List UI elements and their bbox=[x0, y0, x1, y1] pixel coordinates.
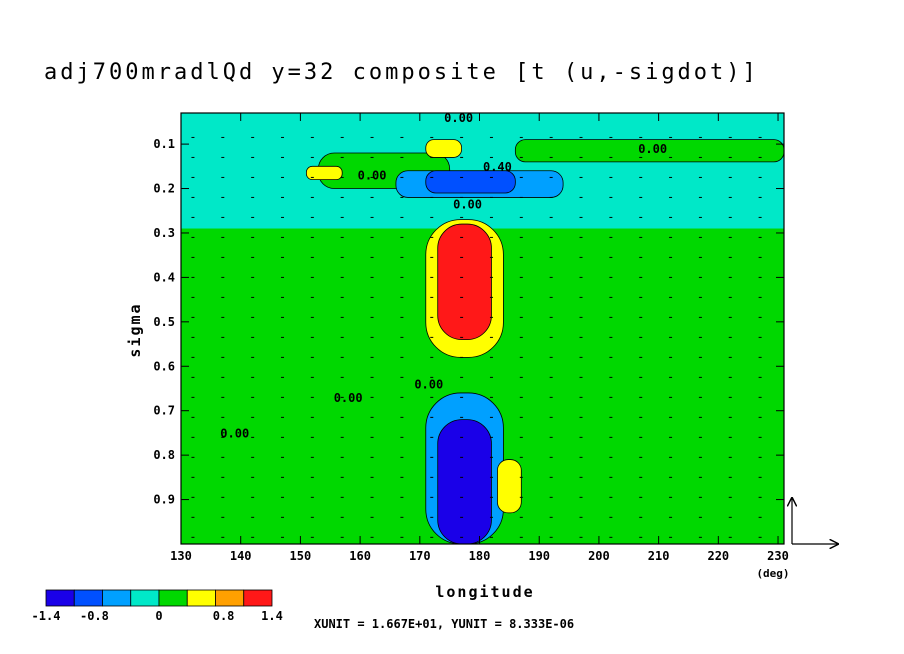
vector-unit-note: XUNIT = 1.667E+01, YUNIT = 8.333E-06 bbox=[314, 617, 575, 631]
contour-label: 0.00 bbox=[414, 377, 443, 391]
colorbar-label: -1.4 bbox=[32, 609, 61, 623]
x-tick-label: 160 bbox=[349, 549, 371, 563]
contour-label: 0.00 bbox=[638, 142, 667, 156]
colorbar-swatch bbox=[73, 589, 103, 607]
x-tick-label: 180 bbox=[469, 549, 491, 563]
x-tick-label: 150 bbox=[290, 549, 312, 563]
contour-label: 0.00 bbox=[358, 169, 387, 183]
x-axis: 130 140 150 160 170 180 190 200 210 220 230 bbox=[170, 113, 789, 563]
contour-label: 0.00 bbox=[444, 111, 473, 125]
y-tick-label: 0.8 bbox=[153, 448, 175, 462]
y-tick-label: 0.9 bbox=[153, 493, 175, 507]
colorbar-label: 0.8 bbox=[213, 609, 235, 623]
field-region bbox=[305, 165, 343, 181]
reference-vector bbox=[792, 498, 838, 544]
x-tick-label: 200 bbox=[588, 549, 610, 563]
colorbar-swatch bbox=[102, 589, 132, 607]
y-tick-label: 0.3 bbox=[153, 226, 175, 240]
colorbar: -1.4 -0.8 0 0.8 1.4 bbox=[32, 589, 283, 623]
contour-labels: 0.00 0.00 0.00 0.40 0.00 0.00 0.00 0.00 bbox=[220, 111, 667, 440]
y-axis-label: sigma bbox=[126, 302, 144, 357]
field-region bbox=[437, 223, 492, 341]
y-tick-label: 0.5 bbox=[153, 315, 175, 329]
field-region bbox=[437, 419, 492, 544]
chart-title: adj700mradlQd y=32 composite [t (u,-sigd… bbox=[44, 60, 759, 85]
shaded-field bbox=[181, 113, 784, 544]
wind-vectors bbox=[191, 136, 762, 538]
colorbar-swatch bbox=[130, 589, 160, 607]
field-region bbox=[425, 139, 463, 158]
plot-frame bbox=[180, 112, 785, 545]
y-tick-label: 0.1 bbox=[153, 137, 175, 151]
x-tick-label: 130 bbox=[170, 549, 192, 563]
colorbar-label: 0 bbox=[155, 609, 162, 623]
contour-label: 0.00 bbox=[453, 198, 482, 212]
contour-label: 0.40 bbox=[483, 160, 512, 174]
colorbar-swatch bbox=[243, 589, 273, 607]
colorbar-swatch bbox=[45, 589, 75, 607]
y-axis: 0.1 0.2 0.3 0.4 0.5 0.6 0.7 0.8 0.9 bbox=[153, 137, 784, 507]
x-tick-label: 140 bbox=[230, 549, 252, 563]
colorbar-label: -0.8 bbox=[80, 609, 109, 623]
x-axis-label: longitude bbox=[435, 583, 534, 601]
x-unit-label: (deg) bbox=[756, 567, 789, 580]
contour-label: 0.00 bbox=[334, 391, 363, 405]
contour-label: 0.00 bbox=[220, 426, 249, 440]
field-region bbox=[497, 459, 522, 514]
y-tick-label: 0.2 bbox=[153, 182, 175, 196]
x-tick-label: 170 bbox=[409, 549, 431, 563]
y-tick-label: 0.7 bbox=[153, 404, 175, 418]
y-tick-label: 0.4 bbox=[153, 270, 175, 284]
colorbar-swatch bbox=[186, 589, 216, 607]
x-tick-label: 210 bbox=[648, 549, 670, 563]
colorbar-label: 1.4 bbox=[261, 609, 283, 623]
x-tick-label: 220 bbox=[707, 549, 729, 563]
y-tick-label: 0.6 bbox=[153, 359, 175, 373]
x-tick-label: 230 bbox=[767, 549, 789, 563]
colorbar-swatch bbox=[158, 589, 188, 607]
x-tick-label: 190 bbox=[528, 549, 550, 563]
field-region bbox=[425, 170, 516, 194]
colorbar-swatch bbox=[215, 589, 245, 607]
